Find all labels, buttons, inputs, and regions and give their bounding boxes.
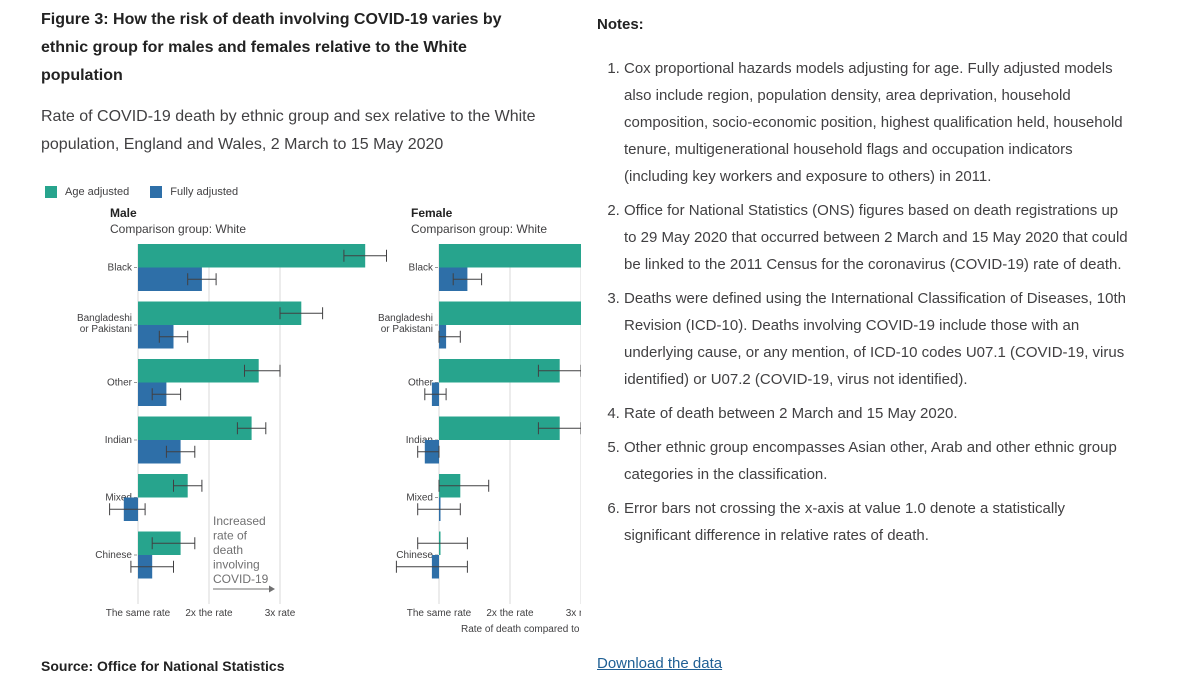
bar-fully-adjusted [138, 325, 174, 349]
annotation-text: death [213, 543, 243, 557]
legend-item-fully-adjusted[interactable]: Fully adjusted [150, 186, 238, 198]
x-tick-label: 3x rate [265, 608, 296, 619]
category-label: Bangladeshi [77, 313, 132, 324]
bar-fully-adjusted [138, 440, 181, 464]
note-item: Rate of death between 2 March and 15 May… [624, 400, 1134, 427]
annotation-text: COVID-19 [213, 572, 269, 586]
chart-legend: Age adjusted Fully adjusted [45, 186, 256, 201]
panel-subtitle: Comparison group: White [110, 222, 246, 236]
note-item: Error bars not crossing the x-axis at va… [624, 495, 1134, 549]
bar-fully-adjusted [138, 267, 202, 291]
x-tick-label: The same rate [407, 608, 472, 619]
figure-subtitle: Rate of COVID-19 death by ethnic group a… [41, 108, 536, 153]
chart-panel-female: Female Comparison group: White Black Bangla… [378, 206, 581, 619]
x-axis-label: Rate of death compared to White [461, 624, 581, 635]
category-label: Chinese [95, 550, 132, 561]
category-label: Bangladeshi [378, 313, 433, 324]
legend-swatch-fully-adjusted [150, 186, 163, 198]
category-label: or Pakistani [80, 324, 132, 335]
x-tick-label: 3x rate [566, 608, 581, 619]
note-item: Cox proportional hazards models adjustin… [624, 55, 1134, 190]
annotation-text: Increased [213, 514, 266, 528]
bar-age-adjusted [439, 301, 581, 325]
x-tick-label: 2x the rate [486, 608, 534, 619]
category-label: or Pakistani [381, 324, 433, 335]
bar-age-adjusted [138, 474, 188, 498]
note-item: Other ethnic group encompasses Asian oth… [624, 434, 1134, 488]
figure-panel: Figure 3: How the risk of death involvin… [41, 0, 581, 682]
note-item: Deaths were defined using the Internatio… [624, 285, 1134, 393]
category-label: Mixed [406, 493, 433, 504]
download-data-link[interactable]: Download the data [597, 655, 723, 672]
bar-age-adjusted [138, 359, 259, 383]
note-item: Office for National Statistics (ONS) fig… [624, 197, 1134, 278]
figure-title: Figure 3: How the risk of death involvin… [41, 11, 502, 84]
annotation-text: involving [213, 558, 260, 572]
panel-title: Female [411, 206, 453, 220]
ethnic-group-risk-chart: Male Comparison group: White Black Banglade… [77, 206, 581, 635]
x-tick-label: The same rate [106, 608, 171, 619]
panel-title: Male [110, 206, 137, 220]
category-label: Black [409, 263, 434, 274]
source-note: Source: Office for National Statistics [41, 658, 285, 674]
bar-age-adjusted [138, 244, 366, 268]
category-label: Chinese [396, 550, 433, 561]
legend-label-fully-adjusted: Fully adjusted [170, 186, 239, 198]
category-label: Mixed [105, 493, 132, 504]
category-label: Black [108, 263, 133, 274]
category-label: Indian [406, 435, 433, 446]
annotation-text: rate of [213, 529, 248, 543]
bar-age-adjusted [138, 416, 252, 440]
bar-age-adjusted [138, 301, 302, 325]
x-tick-label: 2x the rate [185, 608, 233, 619]
bar-age-adjusted [439, 244, 581, 268]
chart-panel-male: Male Comparison group: White Black Banglade… [77, 206, 387, 619]
bar-age-adjusted [439, 416, 560, 440]
legend-swatch-age-adjusted [45, 186, 57, 198]
panel-subtitle: Comparison group: White [411, 222, 547, 236]
legend-label-age-adjusted: Age adjusted [65, 186, 130, 198]
bar-age-adjusted [439, 359, 560, 383]
notes-list: Cox proportional hazards models adjustin… [597, 55, 1134, 556]
notes-title: Notes: [597, 16, 644, 33]
category-label: Indian [105, 435, 132, 446]
category-label: Other [107, 378, 133, 389]
legend-item-age-adjusted[interactable]: Age adjusted [45, 186, 129, 198]
notes-panel: Notes: Cox proportional hazards models a… [597, 0, 1177, 682]
annotation-arrow-head [269, 585, 275, 593]
category-label: Other [408, 378, 434, 389]
